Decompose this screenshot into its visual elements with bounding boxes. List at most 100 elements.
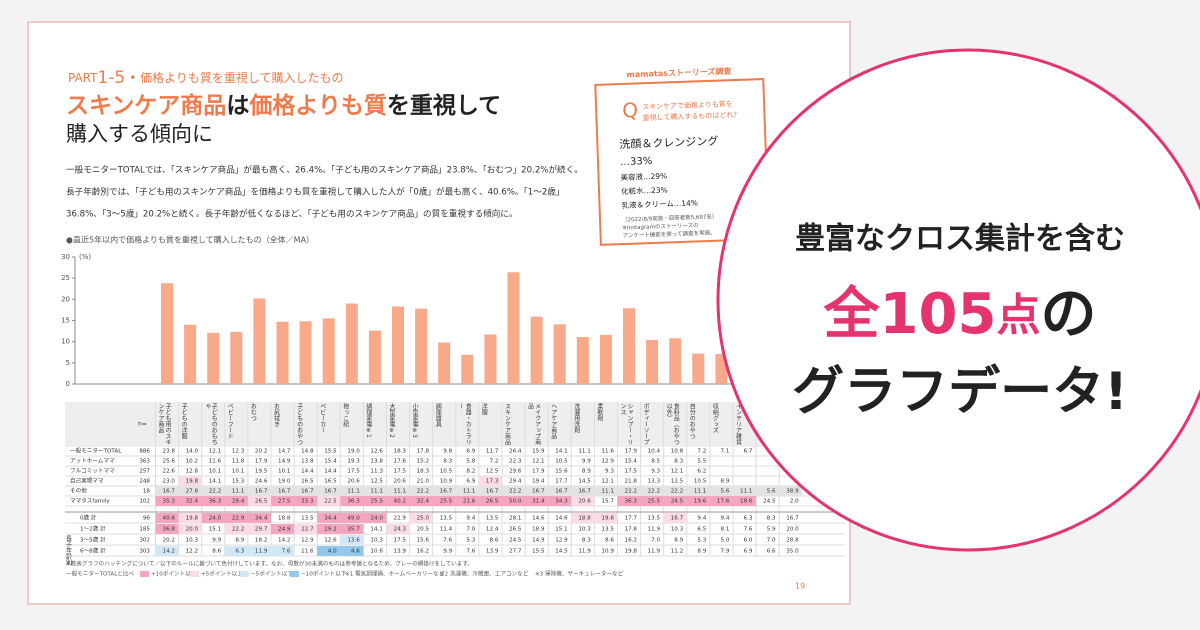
survey-note: （2022/8/9実施・回答者数5,697名） [622,212,718,223]
cell: 11.6 [301,549,314,555]
cell-bg [201,486,225,496]
cell: 10.3 [186,538,199,544]
cell: 14.8 [301,449,314,455]
group-label: 長子年齢別 [65,535,72,566]
bar [553,324,566,384]
cell-bg [224,513,248,523]
cell: 20.6 [347,479,360,485]
col-header: 柔軟剤 [595,403,603,421]
cell-bg [478,496,502,506]
cell: 22.2 [209,489,221,495]
col-header-box: 調理家電※1 [365,403,372,438]
col-header: 子どものおもちゃ [203,403,218,445]
cell: 11.6 [209,459,222,465]
cell: 24.5 [671,499,684,505]
cell: 15.5 [324,449,337,455]
cell: 10.5 [694,479,707,485]
cell: 36.3 [347,499,360,505]
cell: 11.1 [578,449,591,455]
cell: 11.1 [601,489,614,495]
bar [484,334,497,384]
cell: 21.8 [625,479,638,485]
col-header: 子ども用のスキンケア商品 [157,403,171,445]
cell: 18.8 [278,516,291,522]
cell: 28.1 [509,516,522,522]
cell: 29.2 [324,527,336,533]
col-header: 子どもの洋服 [180,403,188,439]
cell: 15.5 [532,549,545,555]
cell: 12.1 [209,449,222,455]
col-header: メイクアップ商品 [526,403,541,445]
cell: 17.5 [625,469,638,475]
cell: 15.1 [555,527,568,533]
cell: 8.9 [235,538,244,544]
cell: 19.8 [186,516,199,522]
cell: 18.3 [394,449,407,455]
row-n: 302 [139,538,150,544]
cell: 9.3 [651,469,660,475]
cell: 13.9 [486,549,499,555]
cell: 7.2 [489,459,498,465]
cell: 22.9 [394,516,407,522]
y-tick-label: 5 [66,359,70,367]
cell: 38.9 [786,489,799,495]
y-tick-label: 30 [61,253,70,261]
cell: 14.6 [532,516,545,522]
row-n: 257 [139,469,150,475]
cell: 24.3 [394,527,407,533]
cell: 11.9 [578,549,591,555]
col-header: 洋服 [480,403,488,415]
legend-label: −5ポイント以下 [251,570,293,578]
cell: 16.7 [555,489,568,495]
cell: 15.9 [532,449,545,455]
bar [415,308,428,384]
cell: 14.0 [186,449,199,455]
bar [623,308,635,384]
cell: 11.1 [370,489,383,495]
bar [230,331,243,384]
cell: 27.7 [509,549,522,555]
cell: 5.9 [767,527,776,533]
bar [576,337,589,384]
cell: 14.1 [209,479,222,485]
cell: 22.9 [232,516,245,522]
cell: 14.6 [555,516,568,522]
cell: 17.3 [486,479,499,485]
cell-bg [224,496,248,506]
cell-bg [617,486,641,496]
cell: 20.2 [163,538,175,544]
cell: 12.5 [486,469,499,475]
cell: 4.0 [328,549,337,555]
cell: 11.1 [232,489,245,495]
cell-bg [686,486,710,496]
bar [669,338,682,384]
cell: 17.5 [394,538,407,544]
col-header: 収納グッズ [711,403,719,433]
col-header: 小型家電※3 [411,403,419,438]
cell: 25.5 [370,499,383,505]
cell: 26.5 [255,499,268,505]
cell: 12.1 [671,469,684,475]
legend-swatch [190,571,199,577]
cell: 9.8 [443,449,452,455]
cell-bg [548,486,572,496]
cell: 8.2 [466,469,475,475]
cell-bg [247,513,271,523]
row-n: 303 [139,549,150,555]
cell: 7.0 [767,538,776,544]
cell-bg [155,524,179,534]
cell-bg [317,513,341,523]
bar [646,339,659,384]
row-n: 18 [143,489,151,495]
cell: 9.9 [582,459,591,465]
cell-bg [525,496,549,506]
col-header-box: 洗濯用洗剤 [573,403,580,433]
row-label: 0歳 計 [80,514,97,522]
cell: 17.5 [394,469,407,475]
survey-note: ※Instagramのストーリーズの [622,221,699,232]
col-header-box: 子どもの洋服 [180,403,188,439]
cell: 8.9 [720,479,729,485]
col-header-box: 調理器具 [434,403,441,427]
cell-bg [155,496,179,506]
cell: 14.2 [278,538,290,544]
